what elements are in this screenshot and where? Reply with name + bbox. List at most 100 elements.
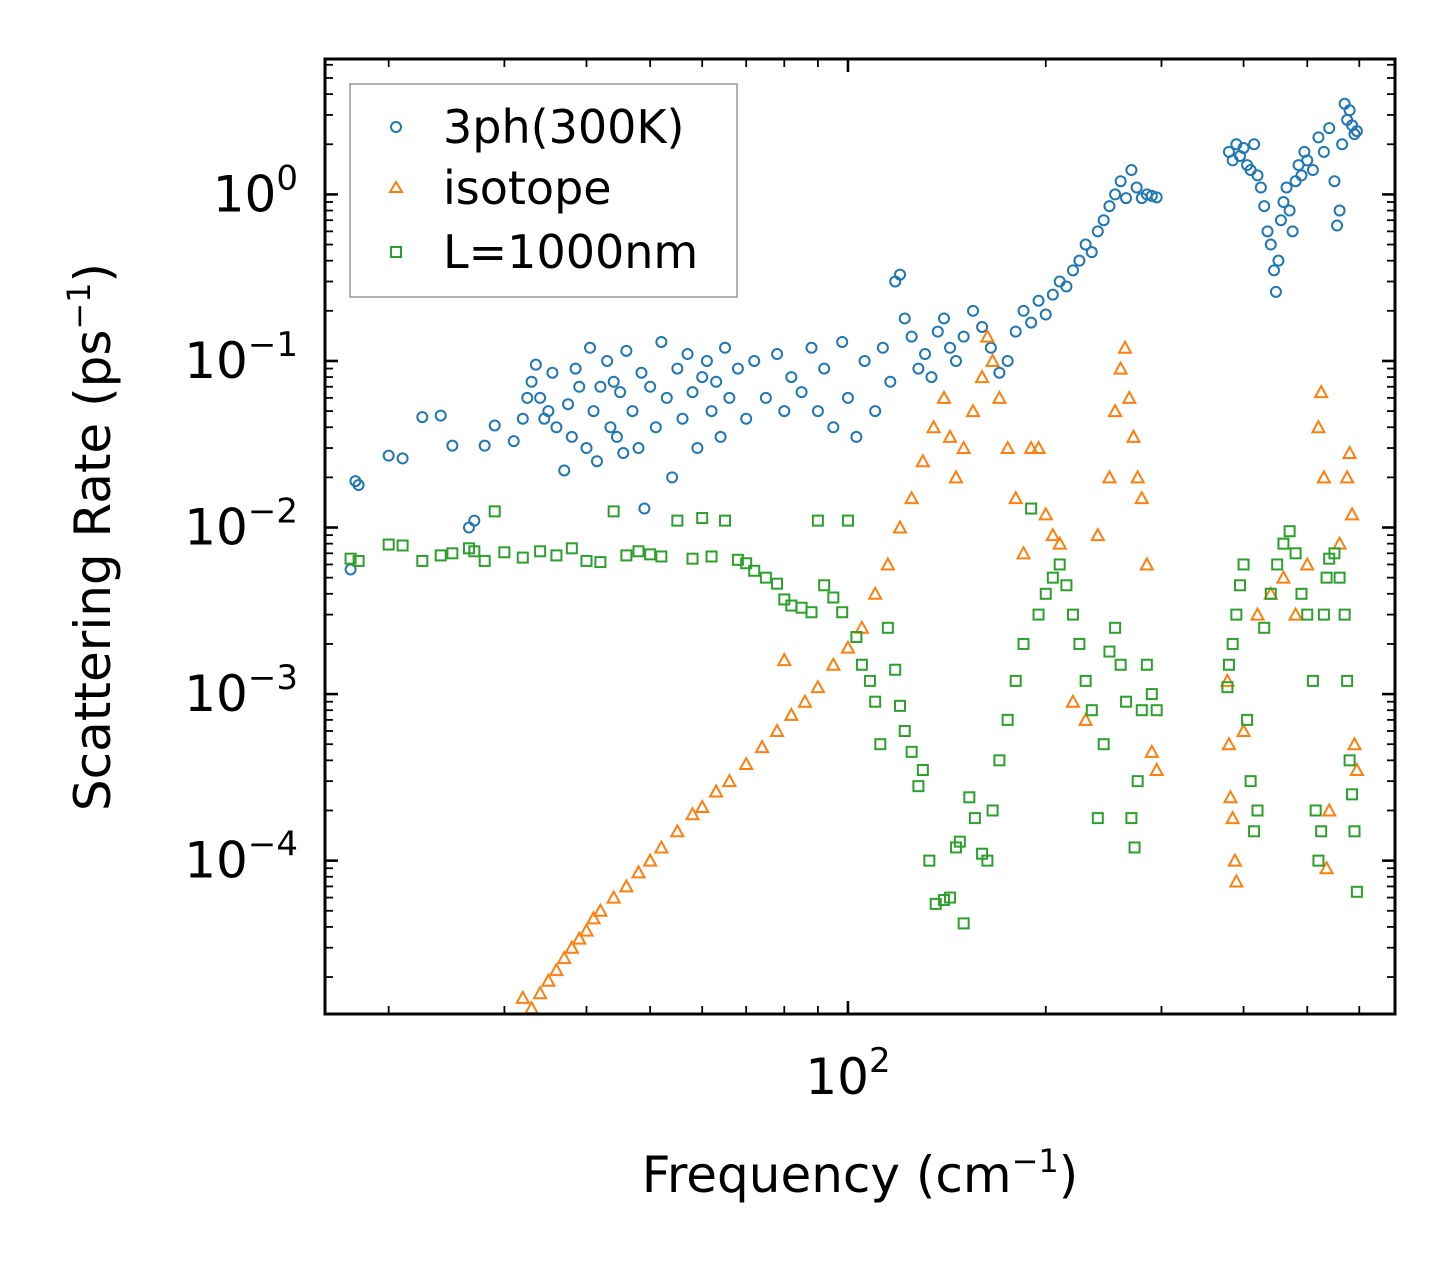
- data-point: [686, 386, 699, 399]
- legend: 3ph(300K) isotope L=1000nm: [349, 83, 738, 298]
- data-point: [590, 455, 603, 468]
- data-point: [1144, 743, 1160, 758]
- data-point: [1341, 444, 1358, 460]
- data-point: [1233, 579, 1246, 592]
- data-point: [1249, 606, 1266, 621]
- data-point: [1060, 579, 1073, 592]
- data-point: [1038, 506, 1054, 521]
- data-point: [604, 421, 617, 434]
- data-point: [957, 917, 970, 930]
- data-point: [783, 706, 800, 721]
- data-point: [1052, 535, 1068, 550]
- data-point: [1271, 558, 1284, 571]
- data-point: [1237, 558, 1250, 571]
- data-point: [548, 962, 565, 977]
- data-point: [1073, 254, 1086, 267]
- data-point: [558, 464, 571, 477]
- data-point: [694, 798, 710, 813]
- data-point: [573, 380, 586, 393]
- data-point: [968, 812, 981, 825]
- data-point: [1109, 621, 1122, 634]
- data-point: [1066, 608, 1079, 621]
- data-point: [1295, 587, 1308, 600]
- data-point: [1222, 789, 1239, 804]
- legend-label-3ph: 3ph(300K): [443, 100, 684, 154]
- data-point: [991, 389, 1008, 404]
- data-point: [620, 344, 633, 357]
- data-point: [696, 512, 709, 525]
- data-point: [630, 864, 647, 879]
- data-point: [723, 391, 736, 404]
- data-point: [1221, 736, 1237, 751]
- data-point: [684, 806, 701, 821]
- data-point: [1289, 547, 1302, 560]
- data-point: [649, 421, 662, 434]
- data-point: [721, 773, 738, 788]
- data-point: [850, 430, 863, 443]
- data-point: [1120, 695, 1133, 708]
- data-point: [1109, 188, 1122, 201]
- data-point: [740, 557, 753, 570]
- data-point: [963, 791, 976, 804]
- data-point: [585, 910, 602, 925]
- data-point: [999, 439, 1016, 455]
- data-point: [1107, 403, 1123, 418]
- data-point: [1272, 254, 1285, 267]
- data-point: [867, 585, 883, 600]
- data-point: [1032, 294, 1045, 307]
- data-point: [949, 354, 962, 367]
- data-point: [1235, 722, 1252, 738]
- data-point: [1287, 606, 1304, 621]
- data-point: [488, 419, 501, 432]
- data-point: [719, 341, 732, 354]
- y-tick-label: 10−2: [184, 492, 298, 557]
- data-point: [797, 693, 813, 708]
- data-point: [915, 453, 931, 468]
- data-point: [1025, 316, 1038, 329]
- data-point: [1150, 704, 1163, 717]
- data-point: [1312, 854, 1325, 867]
- data-point: [937, 894, 950, 907]
- data-point: [1128, 841, 1141, 854]
- data-point: [676, 412, 689, 425]
- data-point: [705, 405, 718, 418]
- data-point: [748, 354, 761, 367]
- data-point: [1103, 645, 1116, 658]
- data-point: [1150, 191, 1163, 204]
- data-point: [827, 421, 840, 434]
- data-point: [719, 514, 732, 527]
- data-point: [948, 469, 964, 484]
- data-point: [540, 972, 557, 987]
- data-point: [931, 325, 944, 338]
- data-point: [936, 389, 952, 404]
- data-point: [607, 505, 620, 518]
- data-point: [937, 312, 950, 325]
- data-point: [1258, 200, 1271, 213]
- data-point: [903, 490, 920, 505]
- data-point: [1251, 804, 1264, 817]
- data-point: [1017, 304, 1030, 317]
- data-point: [863, 674, 876, 687]
- data-point: [905, 330, 918, 343]
- data-point: [810, 679, 826, 694]
- data-point: [580, 442, 593, 455]
- data-point: [488, 505, 501, 518]
- data-point: [1251, 169, 1264, 182]
- legend-marker-isotope: [388, 180, 404, 193]
- data-point: [565, 430, 578, 443]
- data-point: [811, 405, 824, 418]
- data-point: [1313, 384, 1329, 399]
- data-point: [740, 412, 753, 425]
- data-point: [874, 738, 887, 751]
- legend-marker-l1000nm: [390, 246, 402, 258]
- data-point: [587, 405, 600, 418]
- data-point: [855, 658, 868, 671]
- data-points: [344, 97, 1365, 1015]
- data-point: [1241, 713, 1254, 726]
- legend-marker-3ph: [390, 121, 402, 133]
- data-point: [944, 891, 957, 904]
- data-point: [507, 435, 520, 448]
- data-point: [957, 330, 970, 343]
- data-point: [525, 375, 538, 388]
